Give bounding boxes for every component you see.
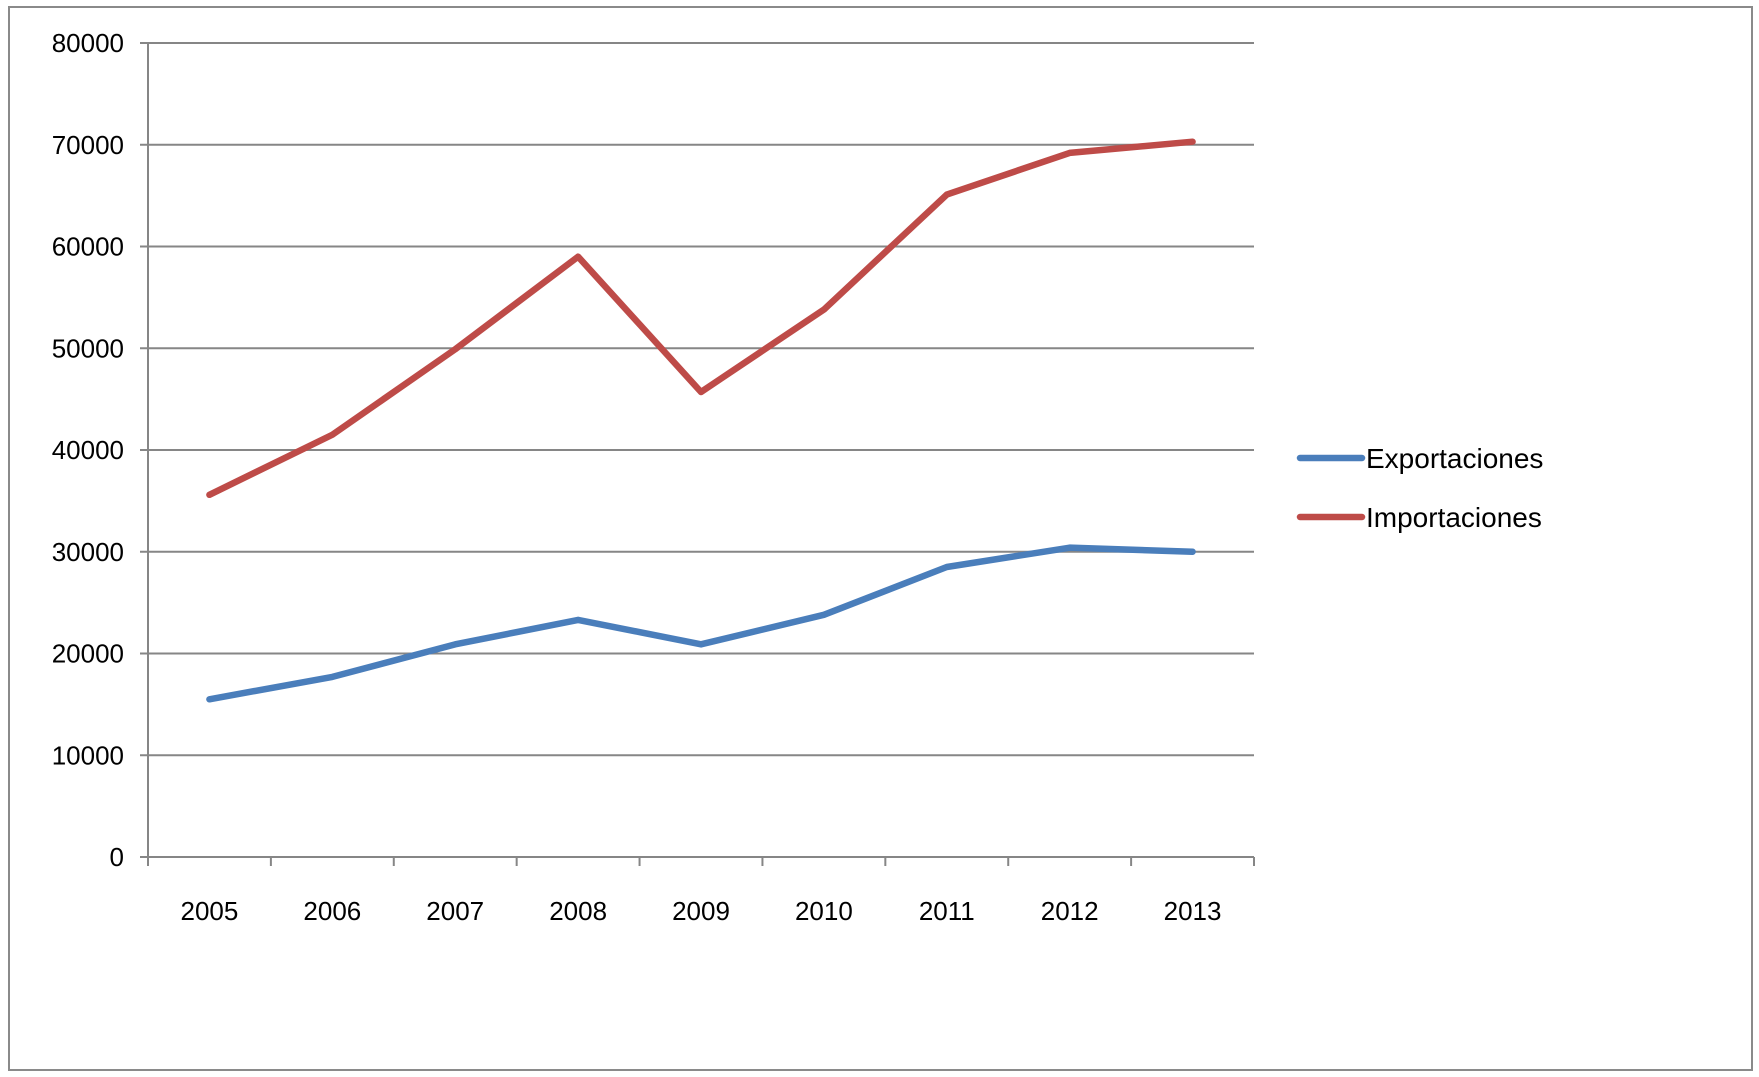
data-point — [1189, 138, 1196, 145]
legend-label: Exportaciones — [1366, 443, 1543, 474]
y-tick-label: 80000 — [52, 28, 124, 58]
y-axis-tick-labels: 0 10000 20000 30000 40000 50000 60000 70000 8000… — [52, 28, 124, 872]
y-tick-label: 30000 — [52, 537, 124, 567]
data-point — [575, 616, 582, 623]
data-point — [820, 611, 827, 618]
data-point — [1066, 149, 1073, 156]
series-lines — [206, 138, 1196, 703]
data-point — [452, 641, 459, 648]
data-point — [943, 564, 950, 571]
x-tick-label: 2009 — [672, 896, 730, 926]
x-tick-label: 2008 — [549, 896, 607, 926]
data-point — [575, 253, 582, 260]
data-point — [452, 346, 459, 353]
y-tick-label: 50000 — [52, 333, 124, 363]
x-tick-label: 2006 — [303, 896, 361, 926]
data-point — [820, 306, 827, 313]
data-point — [943, 191, 950, 198]
chart-frame — [8, 6, 1753, 1071]
series-line-exportaciones — [206, 544, 1196, 703]
y-tick-label: 20000 — [52, 639, 124, 669]
y-tick-label: 70000 — [52, 130, 124, 160]
data-point — [1066, 544, 1073, 551]
x-tick-label: 2011 — [919, 896, 975, 926]
data-point — [1189, 548, 1196, 555]
y-tick-label: 0 — [110, 842, 124, 872]
legend-label: Importaciones — [1366, 502, 1542, 533]
x-tick-label: 2005 — [181, 896, 239, 926]
data-point — [698, 641, 704, 648]
x-tick-label: 2012 — [1041, 896, 1099, 926]
data-point — [329, 673, 336, 680]
data-point — [329, 431, 336, 438]
data-point — [698, 389, 704, 396]
legend: Exportaciones Importaciones — [1296, 443, 1543, 533]
gridlines — [148, 42, 1254, 757]
data-point — [206, 491, 213, 498]
y-tick-label: 60000 — [52, 232, 124, 262]
y-tick-label: 10000 — [52, 740, 124, 770]
x-tick-label: 2007 — [426, 896, 484, 926]
x-tick-label: 2010 — [795, 896, 853, 926]
data-point — [206, 696, 213, 703]
x-axis-tick-labels: 2005 2006 2007 2008 2009 2010 2011 2012 2013 — [181, 896, 1222, 926]
axes — [140, 42, 1255, 866]
y-tick-label: 40000 — [52, 435, 124, 465]
x-tick-label: 2013 — [1164, 896, 1222, 926]
series-line-importaciones — [206, 138, 1196, 499]
